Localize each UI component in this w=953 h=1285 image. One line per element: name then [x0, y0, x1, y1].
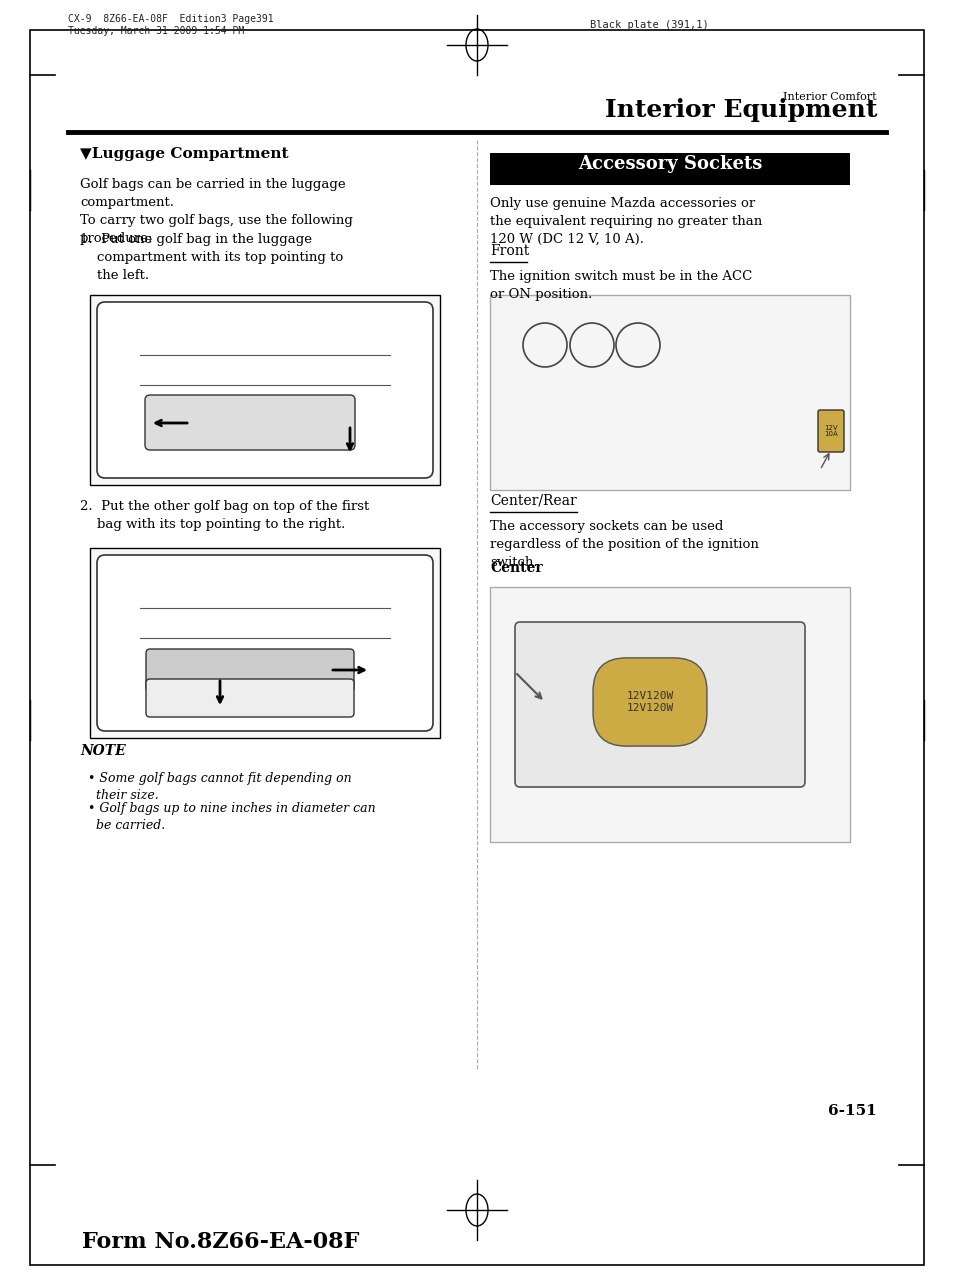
- FancyBboxPatch shape: [146, 649, 354, 693]
- Text: Tuesday, March 31 2009 1:54 PM: Tuesday, March 31 2009 1:54 PM: [68, 26, 244, 36]
- FancyBboxPatch shape: [515, 622, 804, 786]
- Text: Interior Equipment: Interior Equipment: [604, 98, 876, 122]
- Text: Black plate (391,1): Black plate (391,1): [589, 21, 708, 30]
- Text: 12V120W
12V120W: 12V120W 12V120W: [626, 691, 673, 713]
- Text: 2.  Put the other golf bag on top of the first
    bag with its top pointing to : 2. Put the other golf bag on top of the …: [80, 500, 369, 531]
- Text: Only use genuine Mazda accessories or
the equivalent requiring no greater than
1: Only use genuine Mazda accessories or th…: [490, 197, 761, 245]
- FancyBboxPatch shape: [97, 555, 433, 731]
- Text: The ignition switch must be in the ACC
or ON position.: The ignition switch must be in the ACC o…: [490, 270, 752, 301]
- Text: Golf bags can be carried in the luggage
compartment.
To carry two golf bags, use: Golf bags can be carried in the luggage …: [80, 179, 353, 245]
- FancyBboxPatch shape: [146, 678, 354, 717]
- Text: 1.  Put one golf bag in the luggage
    compartment with its top pointing to
   : 1. Put one golf bag in the luggage compa…: [80, 233, 343, 281]
- FancyBboxPatch shape: [90, 547, 439, 738]
- Text: Interior Comfort: Interior Comfort: [782, 93, 876, 102]
- Text: Accessory Sockets: Accessory Sockets: [578, 155, 761, 173]
- FancyBboxPatch shape: [817, 410, 843, 452]
- Text: ▼Luggage Compartment: ▼Luggage Compartment: [80, 146, 288, 161]
- FancyBboxPatch shape: [490, 153, 849, 185]
- Text: Front: Front: [490, 244, 529, 258]
- Text: • Golf bags up to nine inches in diameter can
  be carried.: • Golf bags up to nine inches in diamete…: [88, 802, 375, 831]
- Text: Form No.8Z66-EA-08F: Form No.8Z66-EA-08F: [82, 1231, 359, 1253]
- FancyBboxPatch shape: [145, 394, 355, 450]
- FancyBboxPatch shape: [97, 302, 433, 478]
- FancyBboxPatch shape: [90, 296, 439, 484]
- Text: Center/Rear: Center/Rear: [490, 493, 577, 508]
- Text: CX-9  8Z66-EA-08F  Edition3 Page391: CX-9 8Z66-EA-08F Edition3 Page391: [68, 14, 274, 24]
- Text: • Some golf bags cannot fit depending on
  their size.: • Some golf bags cannot fit depending on…: [88, 772, 352, 802]
- Text: The accessory sockets can be used
regardless of the position of the ignition
swi: The accessory sockets can be used regard…: [490, 520, 758, 569]
- Text: 12V
10A: 12V 10A: [823, 424, 837, 437]
- Text: 6-151: 6-151: [827, 1104, 876, 1118]
- Text: NOTE: NOTE: [80, 744, 126, 758]
- FancyBboxPatch shape: [490, 587, 849, 842]
- Text: Center: Center: [490, 562, 542, 574]
- FancyBboxPatch shape: [490, 296, 849, 490]
